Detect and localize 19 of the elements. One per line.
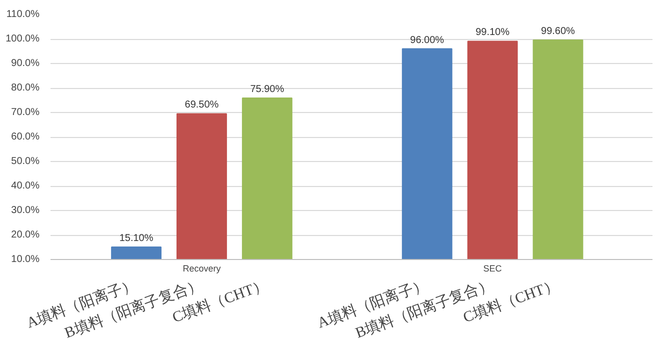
y-tick-label: 30.0%	[11, 205, 40, 216]
data-label: 75.90%	[250, 84, 284, 96]
x-tick-label: SEC	[483, 264, 502, 274]
y-tick-label: 80.0%	[11, 82, 40, 94]
y-tick-label: 50.0%	[11, 156, 40, 167]
y-tick-label: 70.0%	[11, 107, 40, 118]
data-label: 96.00%	[410, 34, 444, 46]
y-tick-label: 110.0%	[6, 9, 40, 20]
y-tick-label: 20.0%	[11, 230, 40, 240]
y-tick-label: 90.0%	[11, 58, 40, 69]
data-label: 69.50%	[184, 100, 219, 111]
data-label: 15.10%	[119, 233, 154, 244]
y-tick-label: 100.0%	[6, 34, 40, 44]
x-tick-label: Recovery	[182, 264, 222, 274]
y-tick-label: 10.0%	[11, 254, 40, 265]
y-tick-label: 40.0%	[11, 180, 40, 192]
data-label: 99.60%	[541, 26, 576, 37]
y-tick-label: 60.0%	[11, 132, 40, 142]
data-label: 99.10%	[476, 27, 510, 38]
